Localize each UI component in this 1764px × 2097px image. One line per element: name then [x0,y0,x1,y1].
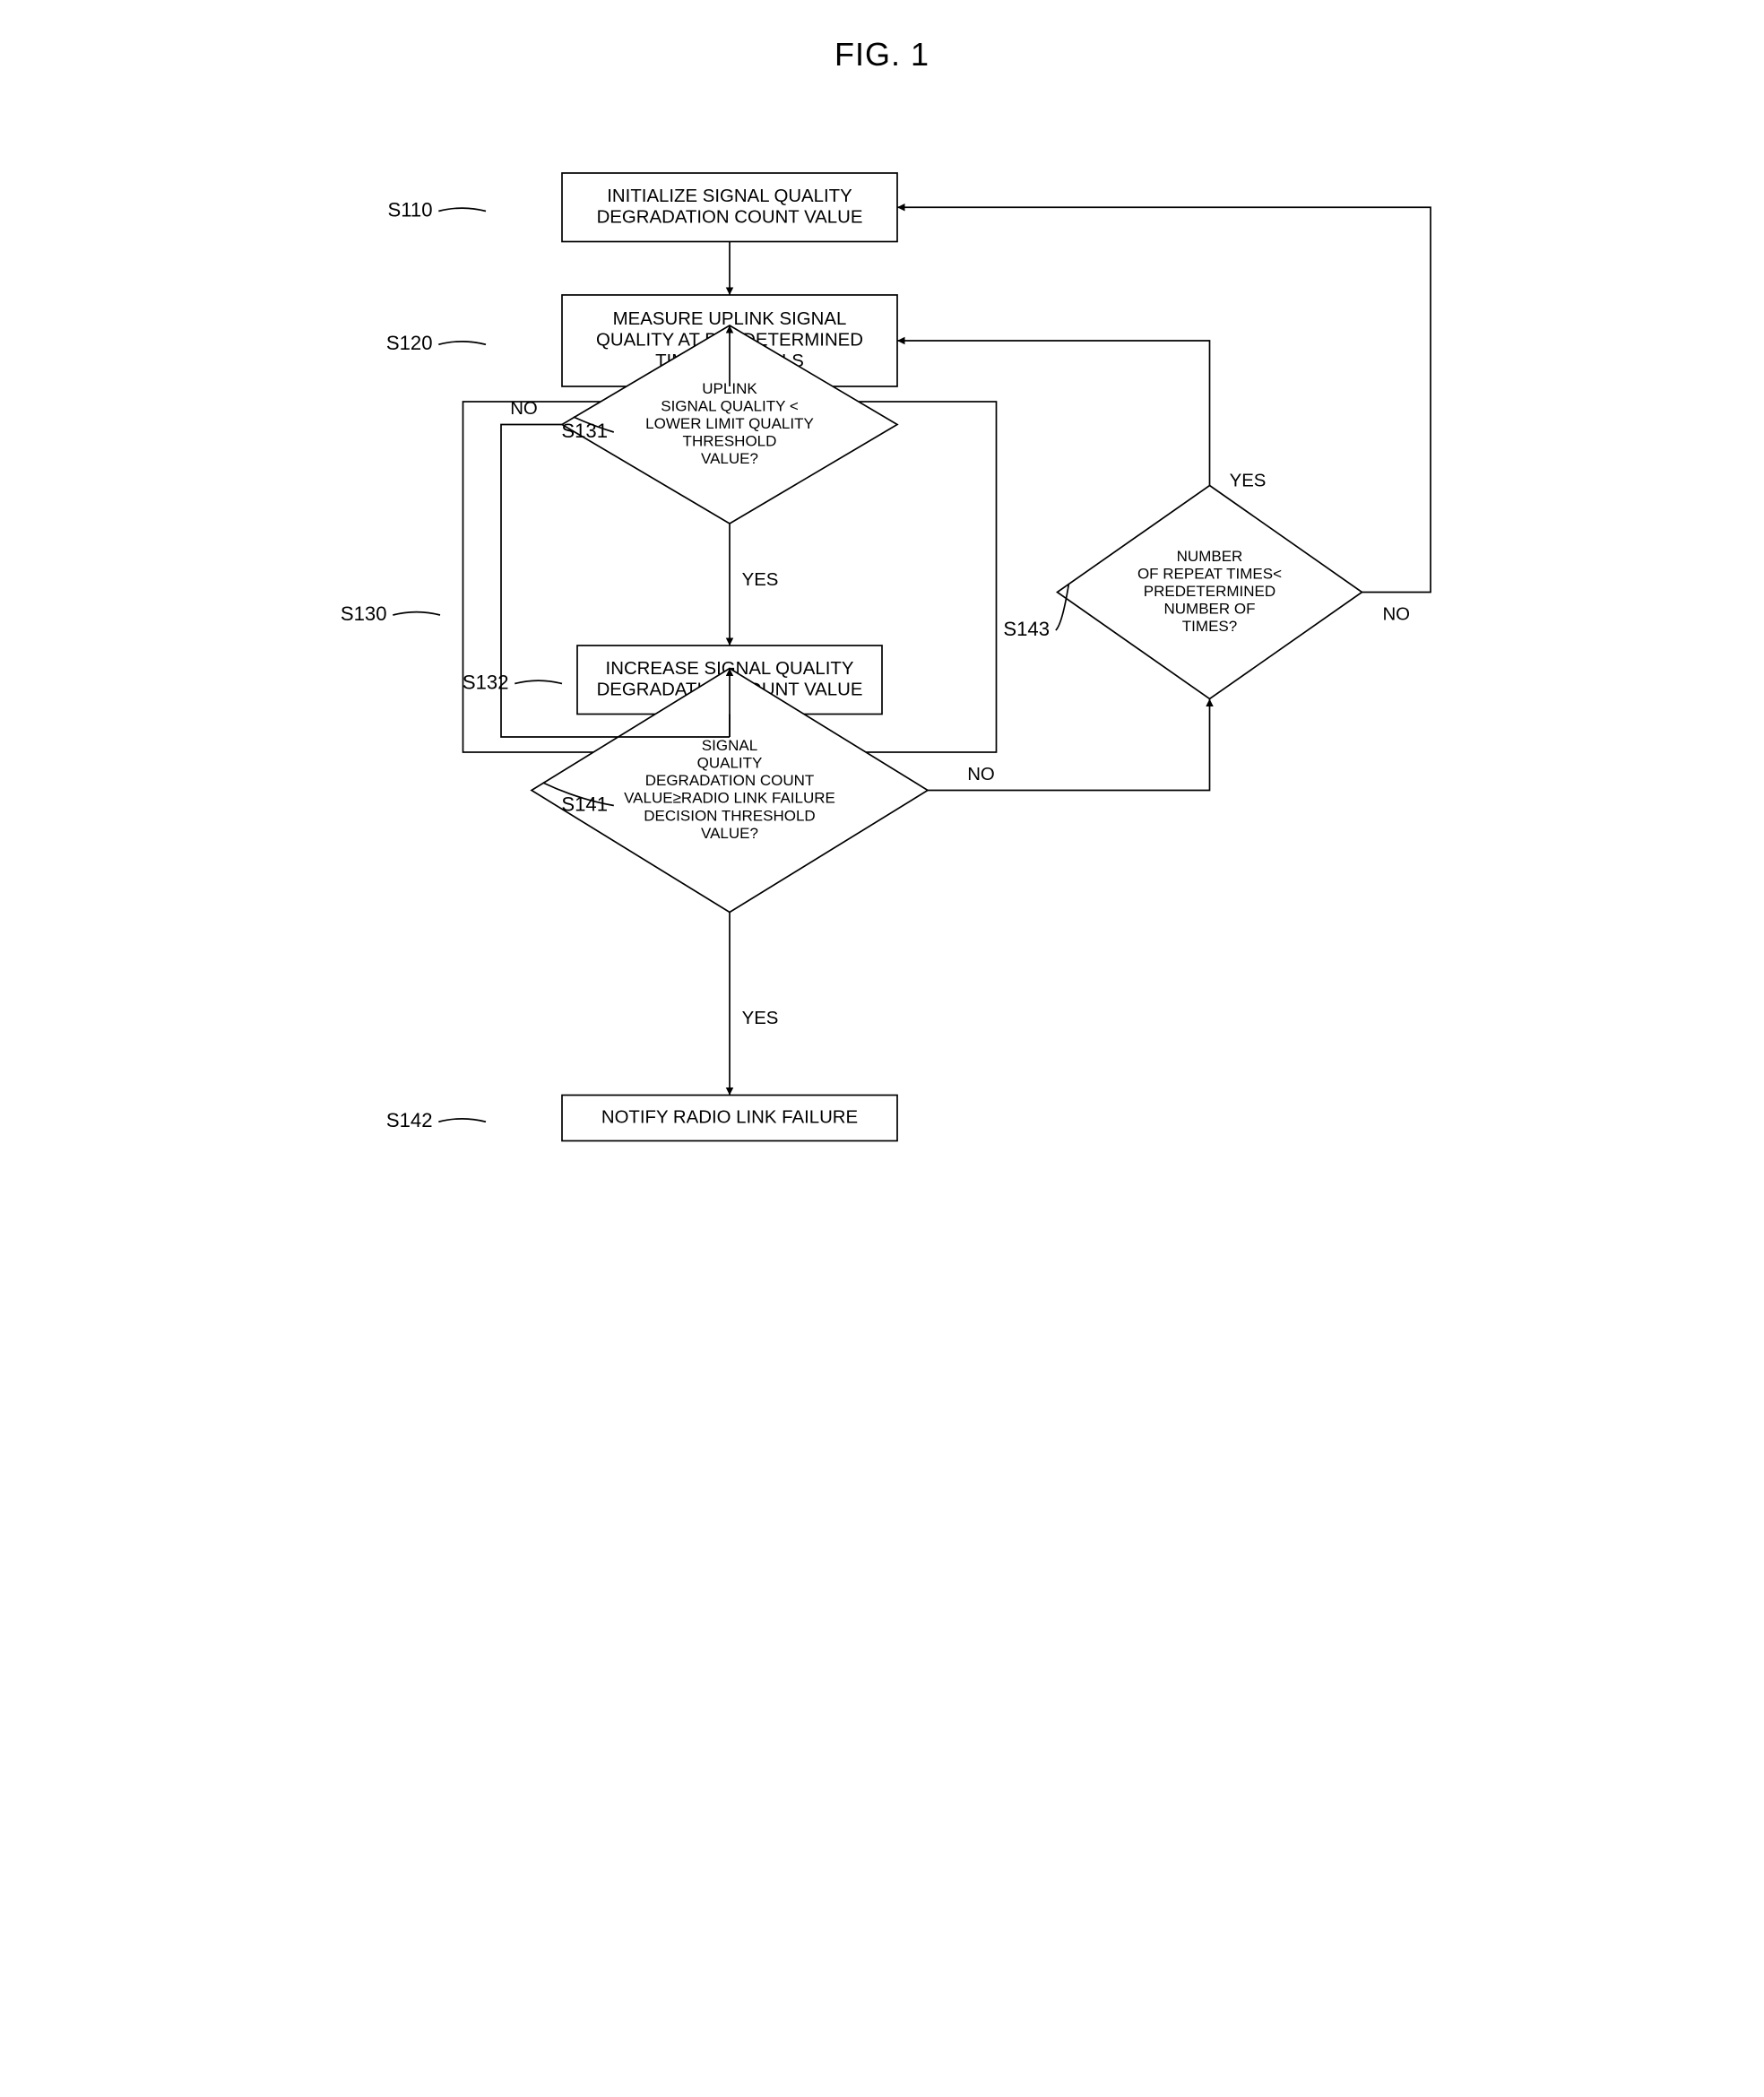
svg-text:YES: YES [742,1009,779,1028]
svg-text:S130: S130 [341,602,387,625]
svg-text:QUALITY: QUALITY [697,755,763,772]
svg-text:DECISION THRESHOLD: DECISION THRESHOLD [644,807,815,824]
svg-text:S142: S142 [386,1109,433,1131]
svg-text:LOWER LIMIT QUALITY: LOWER LIMIT QUALITY [645,415,814,432]
svg-text:PREDETERMINED: PREDETERMINED [1144,583,1275,600]
svg-text:NO: NO [967,765,995,784]
svg-text:NOTIFY RADIO LINK FAILURE: NOTIFY RADIO LINK FAILURE [601,1107,858,1127]
svg-text:SIGNAL QUALITY <: SIGNAL QUALITY < [661,397,799,414]
svg-text:NO: NO [510,399,538,419]
svg-text:SIGNAL: SIGNAL [702,737,757,754]
svg-text:DEGRADATION COUNT: DEGRADATION COUNT [645,772,815,789]
svg-text:S143: S143 [1003,618,1050,640]
svg-text:THRESHOLD: THRESHOLD [683,433,777,450]
svg-text:S110: S110 [388,198,433,221]
flowchart-canvas: INITIALIZE SIGNAL QUALITYDEGRADATION COU… [36,127,1728,1194]
svg-text:S131: S131 [561,420,608,442]
flowchart-svg: INITIALIZE SIGNAL QUALITYDEGRADATION COU… [272,127,1492,1194]
svg-text:OF REPEAT TIMES<: OF REPEAT TIMES< [1137,565,1282,582]
svg-text:VALUE≥RADIO LINK FAILURE: VALUE≥RADIO LINK FAILURE [624,790,835,807]
svg-text:YES: YES [1230,472,1267,491]
svg-text:S141: S141 [561,793,608,815]
svg-text:NUMBER OF: NUMBER OF [1163,601,1255,618]
figure-title: FIG. 1 [36,36,1728,74]
svg-text:VALUE?: VALUE? [701,450,758,467]
svg-text:INITIALIZE SIGNAL QUALITY: INITIALIZE SIGNAL QUALITY [607,186,852,206]
svg-text:YES: YES [742,570,779,590]
svg-text:TIMES?: TIMES? [1182,618,1237,635]
svg-text:NUMBER: NUMBER [1177,548,1243,565]
svg-text:S120: S120 [386,332,433,354]
svg-text:DEGRADATION COUNT VALUE: DEGRADATION COUNT VALUE [597,207,863,227]
svg-text:VALUE?: VALUE? [701,825,758,842]
svg-text:NO: NO [1382,604,1410,624]
